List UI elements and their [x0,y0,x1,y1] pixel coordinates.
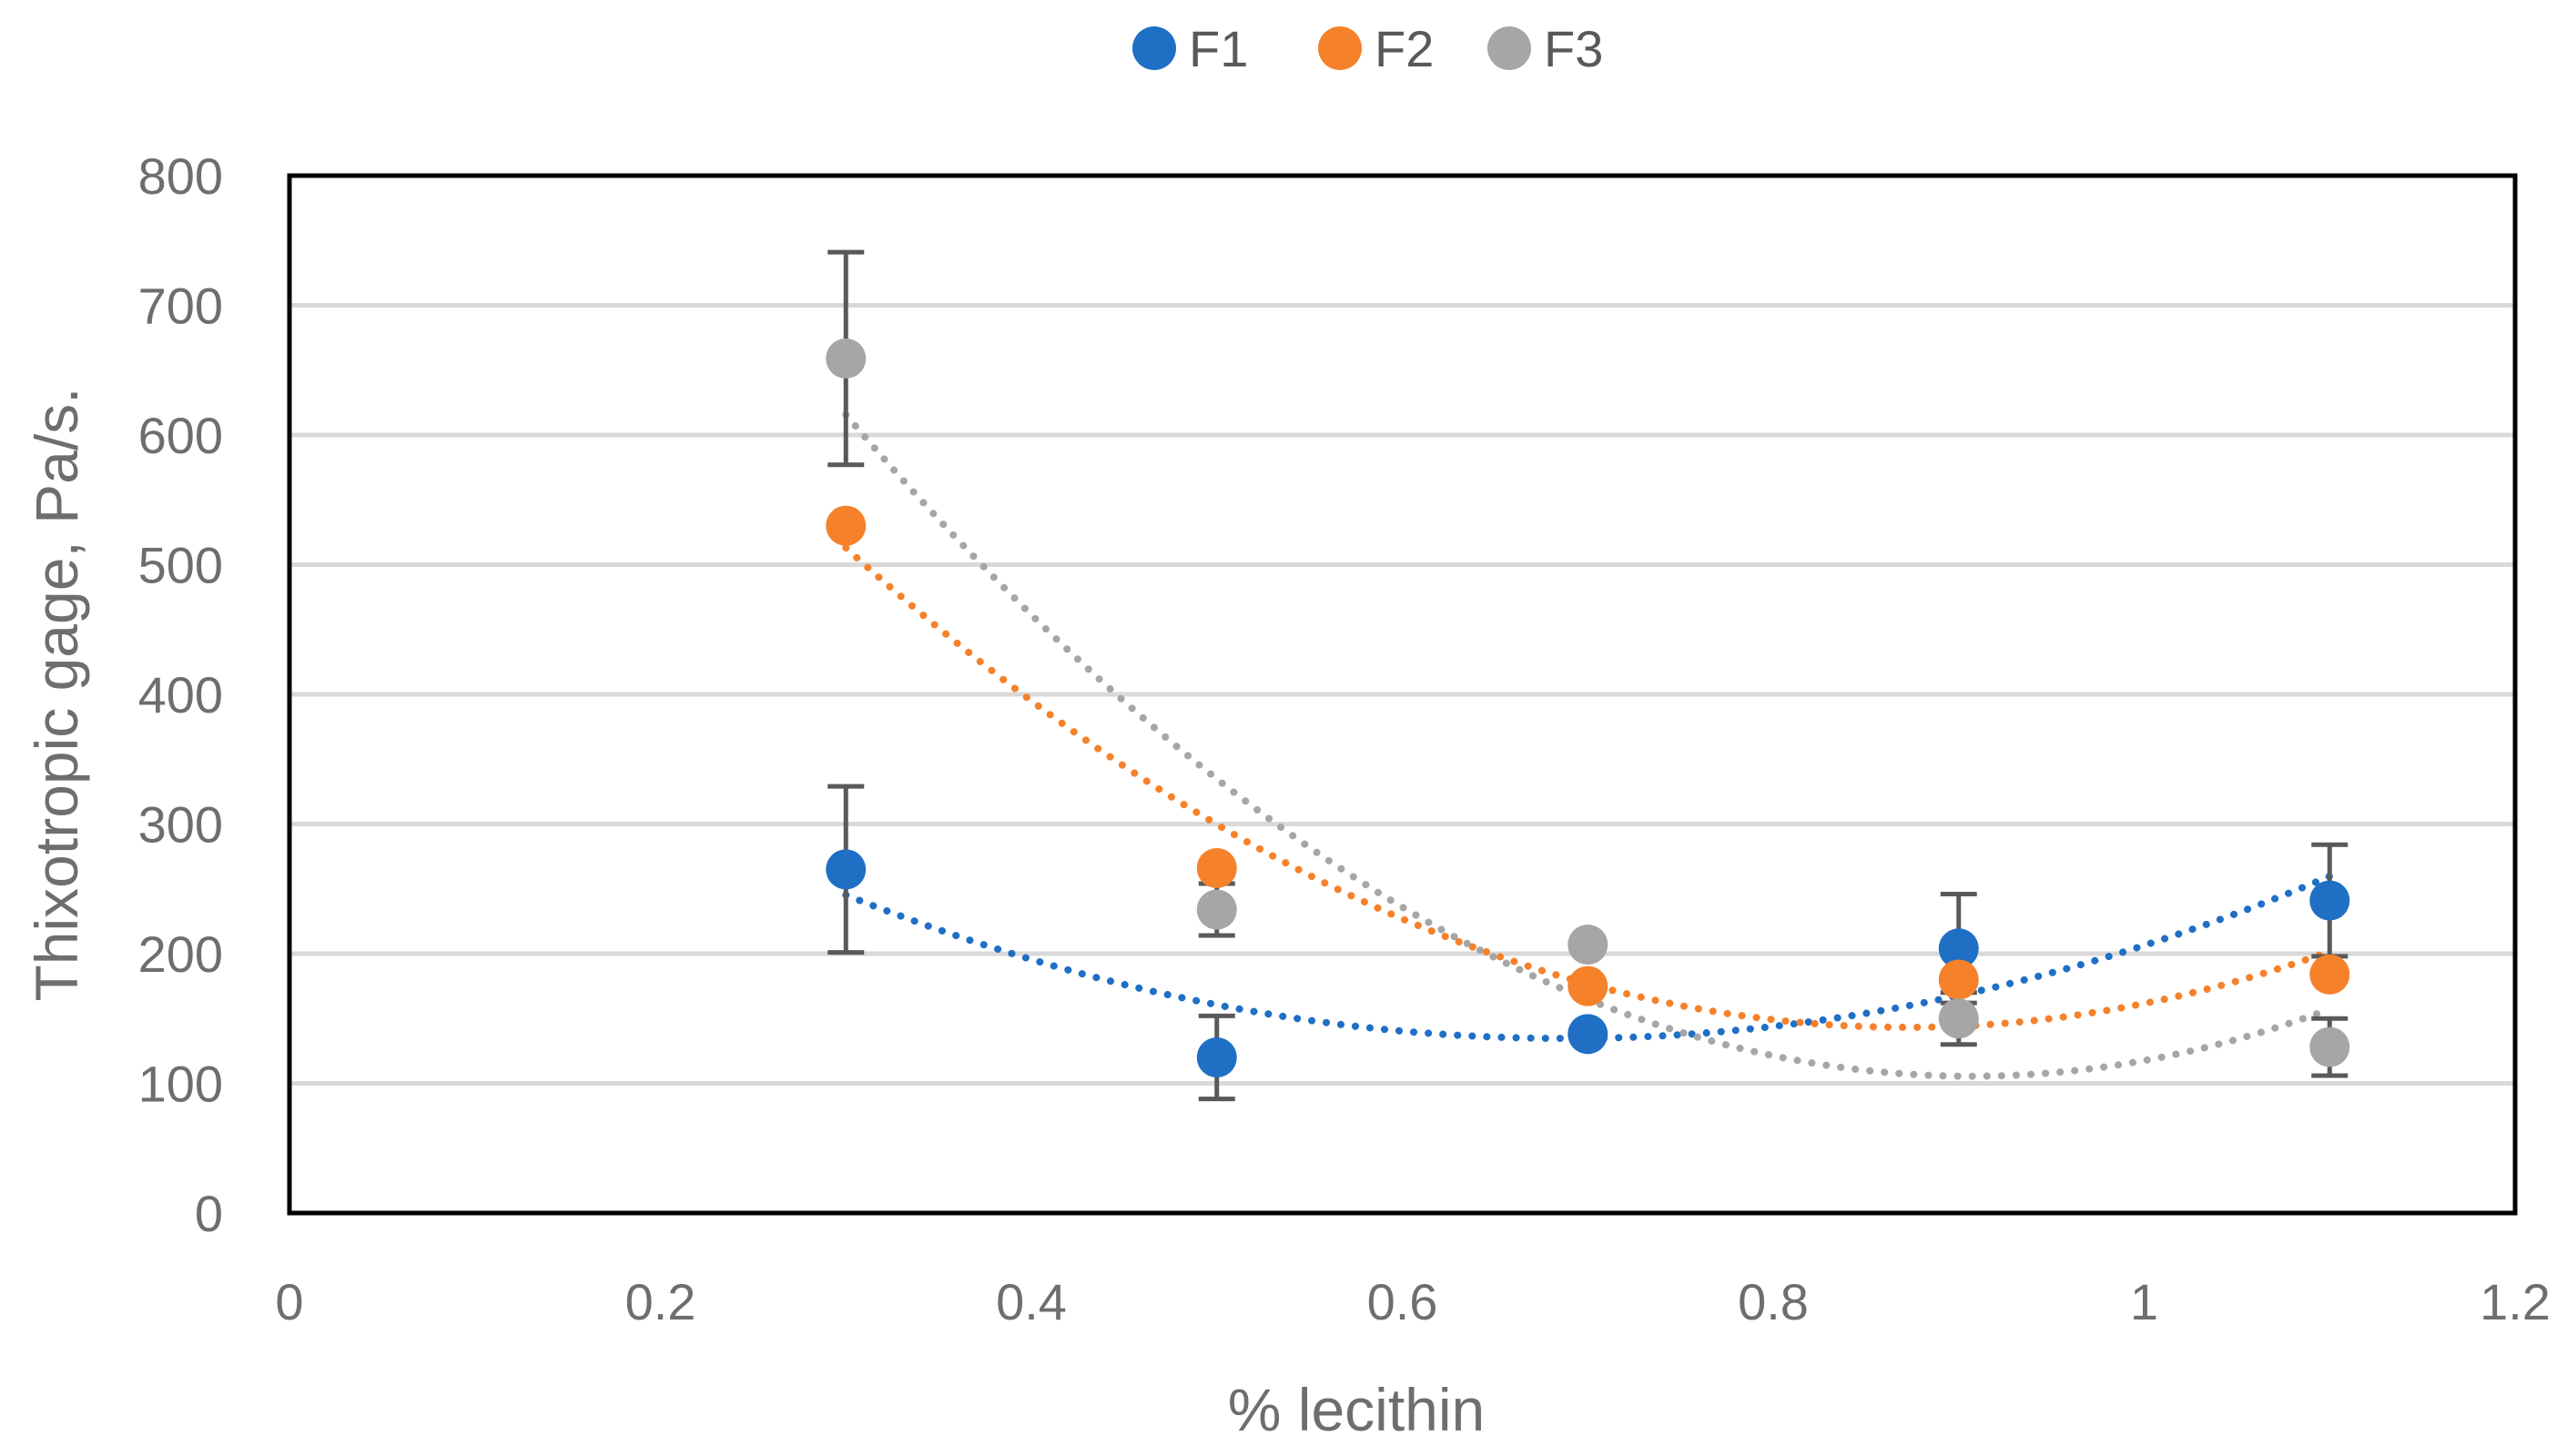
legend-marker-icon [1132,26,1176,70]
y-tick-label: 800 [138,147,223,205]
data-point-f1 [1938,928,1979,969]
y-tick-label: 0 [195,1185,223,1242]
legend-label: F2 [1375,20,1434,77]
x-tick-label: 1.2 [2480,1273,2551,1330]
data-point-f2 [2309,954,2350,995]
y-tick-label: 100 [138,1056,223,1113]
data-point-f2 [1938,959,1979,1000]
legend-label: F3 [1544,20,1603,77]
x-tick-label: 0.2 [625,1273,696,1330]
legend-item-f3: F3 [1487,20,1603,77]
x-tick-label: 0.4 [996,1273,1067,1330]
data-points [826,338,2350,1077]
legend-item-f2: F2 [1318,20,1434,77]
legend-label: F1 [1189,20,1248,77]
data-point-f2 [826,505,867,546]
data-point-f1 [826,849,867,890]
y-tick-label: 500 [138,537,223,594]
y-tick-label: 700 [138,278,223,335]
y-tick-label: 600 [138,407,223,464]
legend-marker-icon [1318,26,1362,70]
data-point-f3 [1196,889,1237,930]
data-point-f1 [2309,880,2350,921]
data-point-f1 [1568,1014,1608,1055]
y-tick-label: 200 [138,925,223,983]
legend-item-f1: F1 [1132,20,1248,77]
data-point-f1 [1196,1037,1237,1077]
data-point-f3 [1938,998,1979,1039]
x-tick-label: 0.8 [1738,1273,1809,1330]
y-axis-ticks: 0 100 200 300 400 500 600 700 800 [138,147,223,1242]
data-point-f2 [1568,966,1608,1006]
data-point-f3 [1568,925,1608,966]
data-point-f3 [826,338,867,379]
x-tick-label: 0 [275,1273,303,1330]
x-tick-label: 1 [2130,1273,2158,1330]
y-tick-label: 300 [138,796,223,854]
y-axis-title: Thixotropic gage, Pa/s. [23,387,90,1001]
data-point-f2 [1196,847,1237,888]
legend-marker-icon [1487,26,1531,70]
legend: F1 F2 F3 [1132,20,1603,77]
gridlines [289,303,2515,1086]
x-axis-ticks: 0 0.2 0.4 0.6 0.8 1 1.2 [275,1273,2551,1330]
y-tick-label: 400 [138,666,223,723]
plot-area-border [287,173,2518,1216]
x-axis-title: % lecithin [1228,1376,1485,1443]
x-tick-label: 0.6 [1367,1273,1438,1330]
data-point-f3 [2309,1026,2350,1067]
